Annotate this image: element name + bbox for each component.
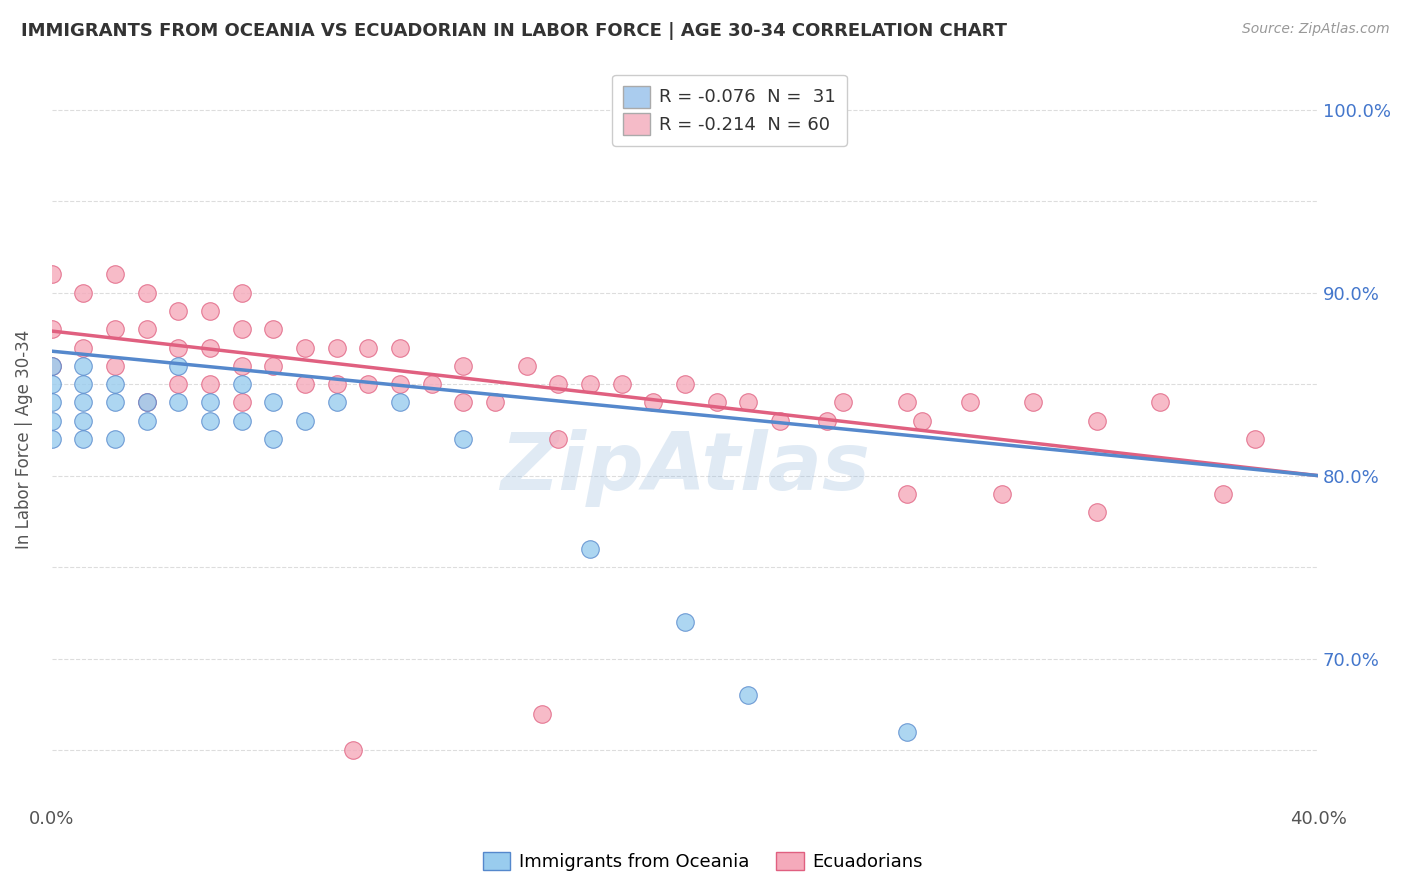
Point	[135, 414, 157, 428]
Point	[990, 487, 1012, 501]
Point	[231, 359, 253, 373]
Point	[41, 414, 63, 428]
Point	[167, 359, 190, 373]
Point	[1085, 414, 1108, 428]
Point	[579, 541, 602, 556]
Point	[706, 395, 728, 409]
Point	[896, 724, 918, 739]
Point	[135, 322, 157, 336]
Point	[41, 377, 63, 392]
Point	[41, 268, 63, 282]
Point	[643, 395, 665, 409]
Point	[769, 414, 792, 428]
Point	[832, 395, 855, 409]
Point	[420, 377, 443, 392]
Point	[72, 285, 94, 300]
Point	[104, 322, 127, 336]
Point	[41, 359, 63, 373]
Point	[167, 395, 190, 409]
Point	[453, 432, 475, 446]
Point	[231, 322, 253, 336]
Point	[231, 377, 253, 392]
Point	[815, 414, 838, 428]
Point	[737, 688, 759, 702]
Point	[104, 268, 127, 282]
Point	[104, 432, 127, 446]
Point	[484, 395, 506, 409]
Point	[388, 377, 411, 392]
Point	[342, 743, 364, 757]
Point	[41, 359, 63, 373]
Point	[959, 395, 981, 409]
Point	[135, 395, 157, 409]
Point	[135, 285, 157, 300]
Point	[388, 395, 411, 409]
Point	[198, 304, 221, 318]
Point	[72, 341, 94, 355]
Legend: R = -0.076  N =  31, R = -0.214  N = 60: R = -0.076 N = 31, R = -0.214 N = 60	[612, 75, 846, 145]
Point	[104, 377, 127, 392]
Point	[167, 377, 190, 392]
Point	[41, 322, 63, 336]
Point	[198, 377, 221, 392]
Point	[262, 359, 284, 373]
Point	[198, 395, 221, 409]
Point	[737, 395, 759, 409]
Point	[231, 395, 253, 409]
Point	[72, 432, 94, 446]
Point	[262, 322, 284, 336]
Point	[1243, 432, 1265, 446]
Point	[357, 377, 380, 392]
Point	[516, 359, 538, 373]
Point	[72, 359, 94, 373]
Point	[72, 395, 94, 409]
Point	[1022, 395, 1045, 409]
Point	[547, 377, 569, 392]
Point	[294, 341, 316, 355]
Point	[294, 377, 316, 392]
Point	[167, 304, 190, 318]
Point	[1085, 505, 1108, 519]
Point	[104, 359, 127, 373]
Text: IMMIGRANTS FROM OCEANIA VS ECUADORIAN IN LABOR FORCE | AGE 30-34 CORRELATION CHA: IMMIGRANTS FROM OCEANIA VS ECUADORIAN IN…	[21, 22, 1007, 40]
Point	[198, 414, 221, 428]
Point	[531, 706, 554, 721]
Point	[610, 377, 633, 392]
Point	[135, 395, 157, 409]
Point	[1149, 395, 1171, 409]
Point	[262, 395, 284, 409]
Point	[198, 341, 221, 355]
Point	[167, 341, 190, 355]
Text: ZipAtlas: ZipAtlas	[501, 429, 870, 508]
Point	[357, 341, 380, 355]
Point	[41, 432, 63, 446]
Point	[579, 377, 602, 392]
Point	[72, 377, 94, 392]
Text: Source: ZipAtlas.com: Source: ZipAtlas.com	[1241, 22, 1389, 37]
Point	[453, 395, 475, 409]
Point	[911, 414, 934, 428]
Point	[896, 395, 918, 409]
Y-axis label: In Labor Force | Age 30-34: In Labor Force | Age 30-34	[15, 329, 32, 549]
Point	[547, 432, 569, 446]
Legend: Immigrants from Oceania, Ecuadorians: Immigrants from Oceania, Ecuadorians	[475, 845, 931, 879]
Point	[1212, 487, 1234, 501]
Point	[673, 615, 696, 629]
Point	[41, 395, 63, 409]
Point	[325, 341, 347, 355]
Point	[231, 414, 253, 428]
Point	[262, 432, 284, 446]
Point	[453, 359, 475, 373]
Point	[325, 395, 347, 409]
Point	[673, 377, 696, 392]
Point	[325, 377, 347, 392]
Point	[72, 414, 94, 428]
Point	[294, 414, 316, 428]
Point	[231, 285, 253, 300]
Point	[104, 395, 127, 409]
Point	[896, 487, 918, 501]
Point	[388, 341, 411, 355]
